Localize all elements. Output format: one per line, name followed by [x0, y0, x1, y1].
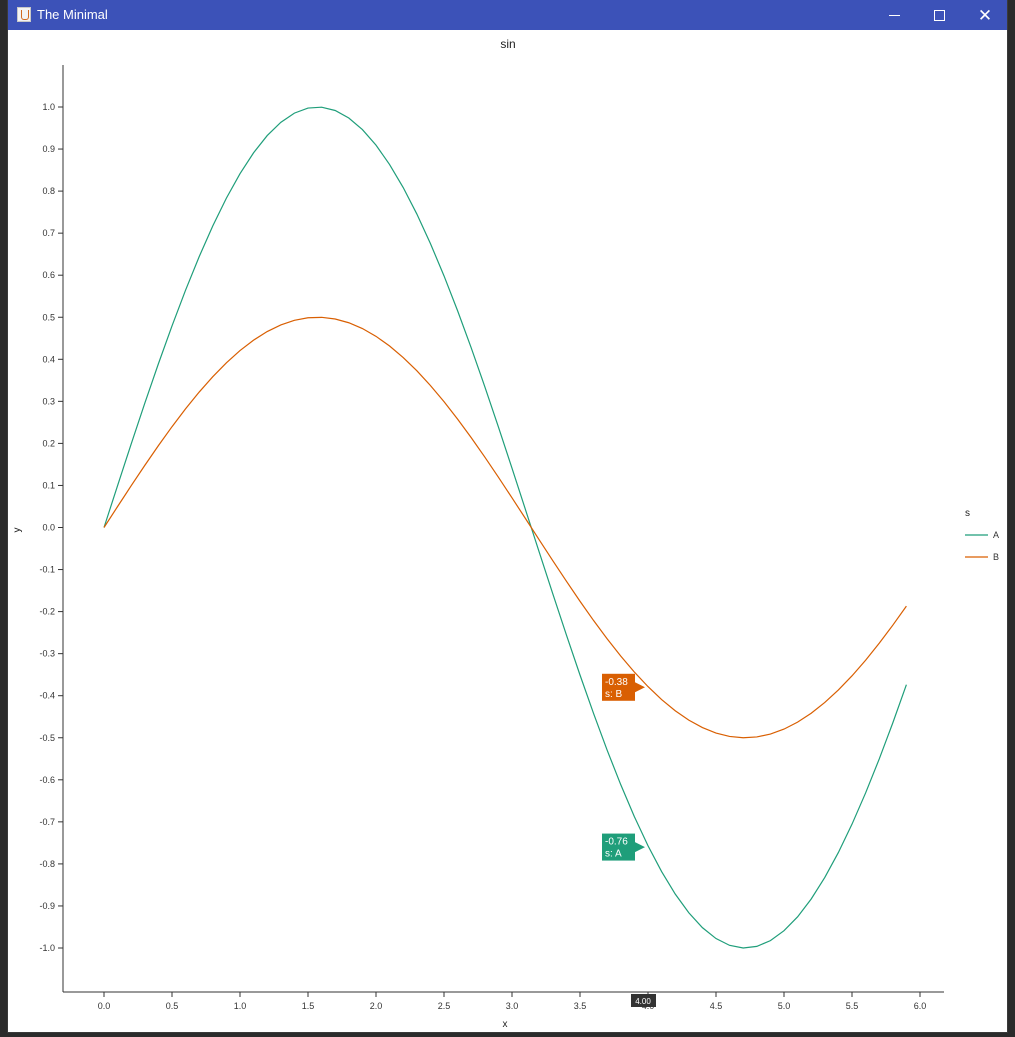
- tooltip: -0.76s: A: [602, 833, 645, 861]
- close-icon: ✕: [977, 5, 993, 25]
- x-tick-label: 1.0: [234, 1001, 247, 1011]
- y-tick-label: 0.8: [42, 186, 55, 196]
- y-tick-label: -0.5: [39, 733, 55, 743]
- y-tick-label: -0.3: [39, 649, 55, 659]
- y-tick-label: 0.7: [42, 228, 55, 238]
- y-tick-label: -1.0: [39, 943, 55, 953]
- tooltip-box: [602, 833, 635, 861]
- series-layer: [103, 106, 907, 949]
- tooltip-value: -0.38: [605, 677, 628, 688]
- y-tick-label: -0.7: [39, 817, 55, 827]
- maximize-icon: [933, 9, 945, 21]
- crosshair-x-label-box: [631, 994, 656, 1007]
- y-tick-label: 1.0: [42, 102, 55, 112]
- series-line-b[interactable]: [103, 316, 907, 739]
- legend-item-label: B: [993, 552, 999, 562]
- maximize-button[interactable]: [916, 0, 962, 30]
- y-tick-label: 0.9: [42, 144, 55, 154]
- window-title: The Minimal: [37, 7, 108, 22]
- x-tick-label: 0.5: [166, 1001, 179, 1011]
- legend: s A B: [965, 508, 999, 562]
- y-tick-label: -0.8: [39, 859, 55, 869]
- java-icon: [17, 7, 31, 22]
- series-line-a[interactable]: [103, 106, 907, 949]
- x-tick-label: 2.5: [438, 1001, 451, 1011]
- y-tick-label: 0.2: [42, 438, 55, 448]
- y-axis-label: y: [12, 528, 23, 533]
- x-tick-label: 0.0: [98, 1001, 111, 1011]
- title-bar[interactable]: The Minimal ✕: [8, 0, 1007, 30]
- x-tick-label: 2.0: [370, 1001, 383, 1011]
- y-tick-label: 0.5: [42, 312, 55, 322]
- y-tick-label: 0.6: [42, 270, 55, 280]
- chart-title: sin: [500, 37, 515, 51]
- tooltip-box: [602, 673, 635, 701]
- x-tick-label: 5.5: [846, 1001, 859, 1011]
- y-tick-label: -0.2: [39, 607, 55, 617]
- axes: 0.00.51.01.52.02.53.03.54.04.55.05.56.01…: [39, 65, 944, 1011]
- x-tick-label: 6.0: [914, 1001, 927, 1011]
- sin-chart[interactable]: sin 0.00.51.01.52.02.53.03.54.04.55.05.5…: [8, 30, 1007, 1032]
- x-axis-label: x: [503, 1019, 508, 1030]
- chart-canvas[interactable]: sin 0.00.51.01.52.02.53.03.54.04.55.05.5…: [8, 30, 1007, 1032]
- tooltip-pointer: [635, 682, 645, 693]
- x-tick-label: 3.5: [574, 1001, 587, 1011]
- y-tick-label: 0.1: [42, 480, 55, 490]
- app-window: The Minimal ✕ sin 0.0 0.5 1.0 1.5 2.0 2.5 3.0 3…: [8, 0, 1007, 1032]
- tooltip-layer: -0.38s: B -0.76s: A 4.00: [602, 673, 656, 1007]
- tooltip-series-label: s: B: [605, 689, 623, 700]
- y-tick-label: 0.4: [42, 354, 55, 364]
- tooltip-pointer: [635, 842, 645, 853]
- minimize-icon: [888, 14, 900, 16]
- tooltip: -0.38s: B: [602, 673, 645, 701]
- crosshair-x-label-text: 4.00: [635, 997, 651, 1006]
- x-tick-label: 1.5: [302, 1001, 315, 1011]
- legend-title: s: [965, 508, 970, 519]
- tooltip-value: -0.76: [605, 837, 628, 848]
- crosshair-x-label: 4.00: [631, 994, 656, 1007]
- legend-item-label: A: [993, 530, 999, 540]
- x-tick-label: 5.0: [778, 1001, 791, 1011]
- y-tick-label: 0.3: [42, 396, 55, 406]
- y-tick-label: 0.0: [42, 523, 55, 533]
- y-tick-label: -0.4: [39, 691, 55, 701]
- x-tick-label: 4.5: [710, 1001, 723, 1011]
- y-tick-label: -0.9: [39, 901, 55, 911]
- y-tick-label: -0.6: [39, 775, 55, 785]
- tooltip-series-label: s: A: [605, 849, 622, 860]
- y-tick-label: -0.1: [39, 565, 55, 575]
- minimize-button[interactable]: [871, 0, 917, 30]
- close-button[interactable]: ✕: [962, 0, 1008, 30]
- x-tick-label: 3.0: [506, 1001, 519, 1011]
